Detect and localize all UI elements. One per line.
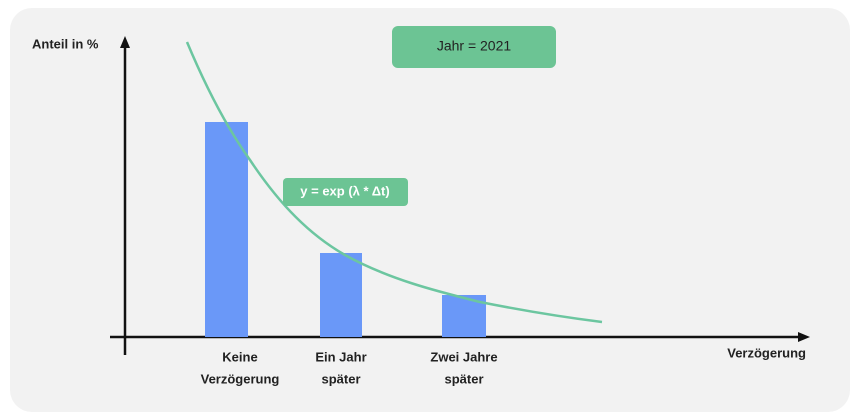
year-label: Jahr = 2021 <box>437 38 512 54</box>
category-label: Keine <box>222 349 257 364</box>
x-axis-label: Verzögerung <box>727 345 806 360</box>
y-axis-label: Anteil in % <box>32 36 99 51</box>
formula-box <box>283 178 408 206</box>
y-axis-arrow <box>120 36 130 48</box>
x-axis-arrow <box>798 332 810 342</box>
exp-curve <box>185 41 603 324</box>
category-label: Zwei Jahre <box>430 349 497 364</box>
category-label: später <box>321 371 360 386</box>
bar <box>320 253 362 337</box>
category-label: später <box>444 371 483 386</box>
year-box <box>392 26 556 68</box>
formula: y = exp (λ * Δt) <box>300 183 389 198</box>
category-label: Verzögerung <box>201 371 280 386</box>
bar <box>205 122 248 337</box>
category-label: Ein Jahr <box>315 349 366 364</box>
